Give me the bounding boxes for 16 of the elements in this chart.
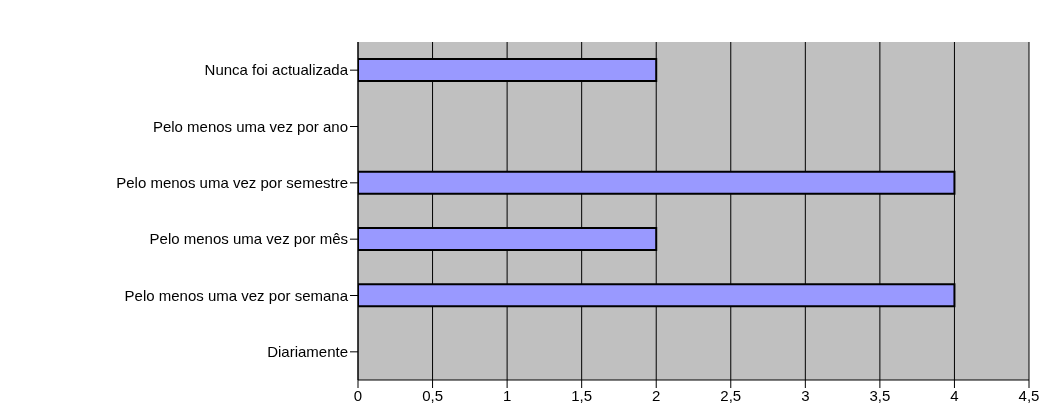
x-tick-label: 1: [502, 386, 512, 404]
y-tick-label: Pelo menos uma vez por semana: [124, 286, 349, 304]
y-tick-label: Pelo menos uma vez por mês: [149, 230, 348, 248]
x-tick-label: 4: [950, 386, 959, 404]
y-tick-label: Pelo menos uma vez por semestre: [116, 174, 348, 192]
x-tick-label: 4,5: [1018, 386, 1040, 404]
x-tick-label: 1,5: [571, 386, 593, 404]
x-tick-label: 2,5: [720, 386, 742, 404]
x-tick-label: 0: [353, 386, 363, 404]
y-tick-label: Nunca foi actualizada: [204, 61, 349, 79]
y-tick-label: Diariamente: [267, 343, 348, 361]
x-tick-label: 3,5: [869, 386, 891, 404]
x-tick-label: 3: [801, 386, 810, 404]
y-tick-label: Pelo menos uma vez por ano: [152, 117, 348, 135]
x-tick-label: 0,5: [422, 386, 443, 404]
x-tick-label: 2: [652, 386, 661, 404]
